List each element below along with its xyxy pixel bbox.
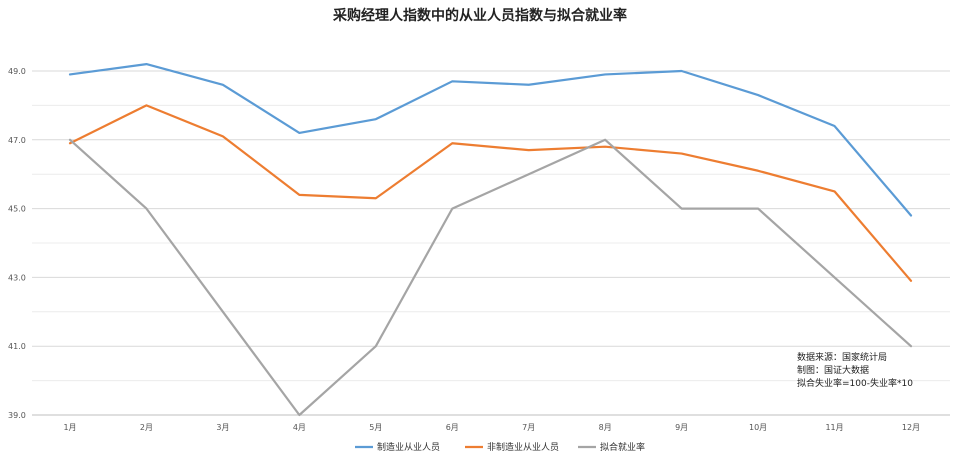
x-tick-label: 1月 [63,423,76,432]
x-tick-label: 11月 [825,423,843,432]
chart-title: 采购经理人指数中的从业人员指数与拟合就业率 [332,7,627,24]
y-tick-label: 47.0 [8,136,26,145]
x-tick-label: 12月 [902,423,920,432]
legend-label: 拟合就业率 [600,441,645,453]
note-author: 制图：国证大数据 [797,364,869,376]
x-axis-tick-labels: 1月 2月 3月 4月 5月 6月 7月 8月 9月 10月 11月 12月 [63,423,920,432]
note-source: 数据来源：国家统计局 [797,351,887,363]
y-tick-label: 39.0 [8,411,26,420]
x-tick-label: 4月 [293,423,306,432]
x-tick-label: 10月 [749,423,767,432]
x-tick-label: 3月 [216,423,229,432]
legend-label: 非制造业从业人员 [487,441,559,453]
x-tick-label: 5月 [369,423,382,432]
x-tick-label: 7月 [522,423,535,432]
series-line [68,138,913,417]
legend-label: 制造业从业人员 [377,441,440,453]
legend: 制造业从业人员 非制造业从业人员 拟合就业率 [355,441,645,453]
series-line [68,63,913,217]
source-notes: 数据来源：国家统计局 制图：国证大数据 拟合失业率=100-失业率*10 [797,351,913,389]
y-tick-label: 43.0 [8,273,26,282]
x-tick-label: 6月 [446,423,459,432]
series-lines [68,63,913,417]
x-tick-label: 9月 [675,423,688,432]
y-tick-label: 41.0 [8,342,26,351]
y-tick-label: 49.0 [8,67,26,76]
series-line [68,104,913,282]
y-axis-tick-labels: 39.0 41.0 43.0 45.0 47.0 49.0 [8,67,26,420]
note-formula: 拟合失业率=100-失业率*10 [797,377,913,389]
x-tick-label: 2月 [140,423,153,432]
x-tick-label: 8月 [599,423,612,432]
gridlines [32,70,950,416]
y-tick-label: 45.0 [8,205,26,214]
